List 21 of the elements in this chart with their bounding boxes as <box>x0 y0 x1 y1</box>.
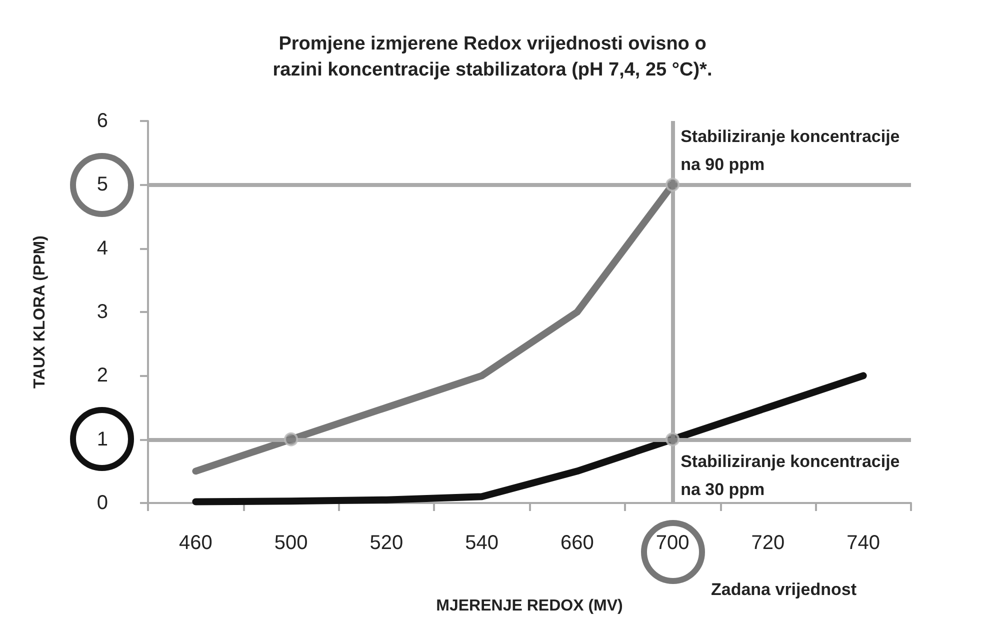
x-tick-label: 740 <box>846 532 880 554</box>
y-tick-label: 4 <box>96 237 108 260</box>
y-tick-label: 3 <box>96 301 108 323</box>
x-tick-label: 500 <box>274 532 308 554</box>
x-tick-label: 520 <box>370 532 404 554</box>
annotation: Stabiliziranje koncentracije na 90 ppm <box>680 127 900 174</box>
x-tick-label: 660 <box>560 532 594 554</box>
y-tick-label: 6 <box>96 110 108 132</box>
x-tick-label: 720 <box>751 532 785 554</box>
y-axis-title: TAUX KLORA (PPM) <box>32 236 48 388</box>
x-axis-title: MJERENJE REDOX (MV) <box>436 598 623 614</box>
y-tick-label: 1 <box>96 428 108 450</box>
x-tick-label: 700 <box>656 532 690 554</box>
text: Zadana vrijednost <box>711 580 857 599</box>
y-tick-label: 2 <box>96 364 108 387</box>
chart-title: Promjene izmjerene Redox vrijednosti ovisno o razini koncentracije stabilizatora (pH 7,4, 25 °C)*. <box>272 34 712 80</box>
y-tick-label: 5 <box>96 174 108 196</box>
annotation: Stabiliziranje koncentracije na 30 ppm <box>680 452 900 499</box>
y-tick-label: 0 <box>96 492 108 514</box>
x-tick-label: 540 <box>465 532 498 554</box>
x-tick-label: 460 <box>179 532 212 554</box>
